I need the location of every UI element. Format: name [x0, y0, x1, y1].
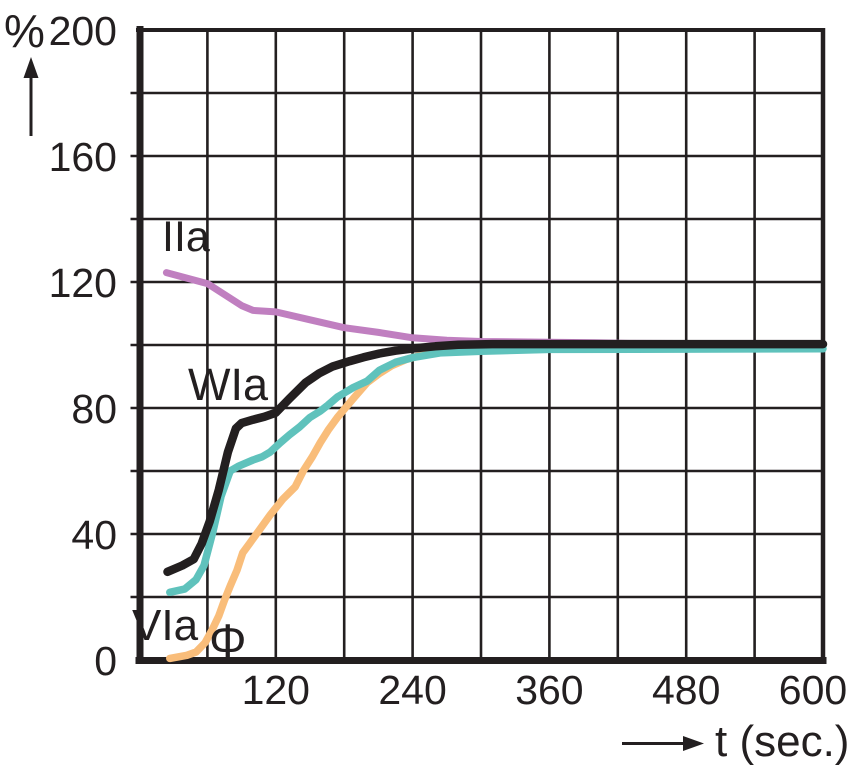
x-tick-label: 240: [378, 667, 446, 713]
curve-label-IIa: IIa: [162, 213, 210, 261]
x-tick-label: 600: [779, 667, 847, 713]
y-tick-label: 200: [49, 8, 117, 54]
curve-label-Phi: Φ: [209, 614, 247, 667]
x-tick-label: 120: [242, 667, 310, 713]
x-tick-label: 360: [515, 667, 583, 713]
up-arrow-icon: [23, 57, 39, 78]
x-axis-title: t (sec.): [715, 717, 849, 766]
curve-WIa: [163, 339, 828, 577]
y-tick-label: 40: [71, 512, 117, 558]
y-tick-label: 80: [71, 386, 117, 432]
curve-label-WIa: WIa: [188, 359, 269, 410]
curve-VIa: [166, 345, 827, 597]
x-tick-label: 480: [652, 667, 720, 713]
y-tick-label: 160: [49, 134, 117, 180]
y-tick-label: 0: [94, 638, 117, 684]
curve-label-VIa: VIa: [132, 601, 199, 650]
y-unit-label: %: [4, 5, 45, 57]
y-tick-label: 120: [49, 260, 117, 306]
right-arrow-icon: [683, 736, 704, 751]
